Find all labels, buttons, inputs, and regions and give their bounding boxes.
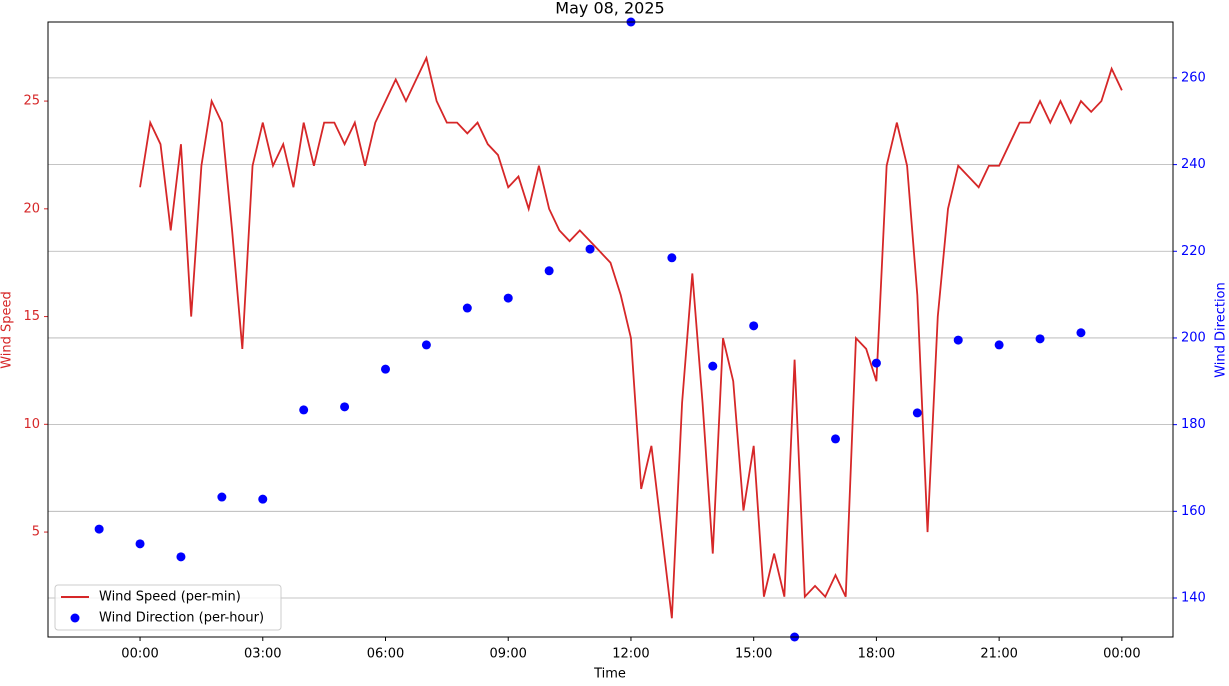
x-tick-label: 15:00 <box>735 647 772 662</box>
wind-direction-point <box>421 340 431 350</box>
y-tick-label: 20 <box>23 201 40 216</box>
legend-label: Wind Direction (per-hour) <box>99 611 264 626</box>
y-tick-label: 10 <box>23 417 40 432</box>
legend-dot <box>70 613 80 623</box>
y-tick-label: 25 <box>23 94 40 109</box>
y-tick-label: 5 <box>32 525 40 540</box>
wind-direction-point <box>585 244 595 254</box>
y2-tick-label: 200 <box>1181 330 1206 345</box>
wind-direction-point <box>831 434 840 444</box>
wind-direction-point <box>503 293 513 303</box>
wind-direction-point <box>381 364 390 374</box>
y2-tick-label: 260 <box>1181 70 1206 85</box>
wind-direction-point <box>1035 334 1045 344</box>
wind-direction-point <box>994 340 1004 350</box>
wind-direction-point <box>953 335 963 345</box>
legend-label: Wind Speed (per-min) <box>99 590 241 605</box>
x-tick-label: 06:00 <box>367 647 404 662</box>
wind-direction-point <box>217 492 227 502</box>
wind-direction-point <box>708 361 718 371</box>
wind-direction-point <box>176 552 186 562</box>
wind-direction-point <box>462 303 472 313</box>
y2-tick-label: 160 <box>1181 504 1206 519</box>
wind-direction-point <box>912 408 922 418</box>
y2-axis-label: Wind Direction <box>1214 282 1229 378</box>
y2-tick-label: 140 <box>1181 590 1206 605</box>
y2-tick-label: 240 <box>1181 157 1206 172</box>
wind-direction-point <box>340 402 350 412</box>
y-axis-label: Wind Speed <box>0 291 15 369</box>
x-tick-label: 18:00 <box>858 647 895 662</box>
y2-tick-label: 220 <box>1181 244 1206 259</box>
wind-direction-point <box>94 524 104 534</box>
y-tick-label: 15 <box>23 309 40 324</box>
wind-direction-point <box>135 539 145 549</box>
wind-direction-point <box>1076 328 1086 338</box>
chart-title: May 08, 2025 <box>555 0 664 18</box>
plot-frame <box>47 21 1174 638</box>
wind-direction-point <box>299 405 309 415</box>
wind-direction-point <box>258 494 268 504</box>
legend-box <box>54 584 282 631</box>
x-axis-label: Time <box>593 667 626 682</box>
x-tick-label: 00:00 <box>1103 647 1140 662</box>
y2-tick-label: 180 <box>1181 417 1206 432</box>
x-tick-label: 12:00 <box>612 647 649 662</box>
wind-direction-point <box>544 266 554 276</box>
wind-direction-point <box>871 358 881 368</box>
x-tick-label: 21:00 <box>980 647 1017 662</box>
wind-direction-point <box>667 253 677 263</box>
wind-speed-line <box>139 55 1123 619</box>
wind-direction-point <box>749 321 759 331</box>
x-tick-label: 03:00 <box>244 647 281 662</box>
x-tick-label: 09:00 <box>489 647 526 662</box>
x-tick-label: 00:00 <box>121 647 158 662</box>
